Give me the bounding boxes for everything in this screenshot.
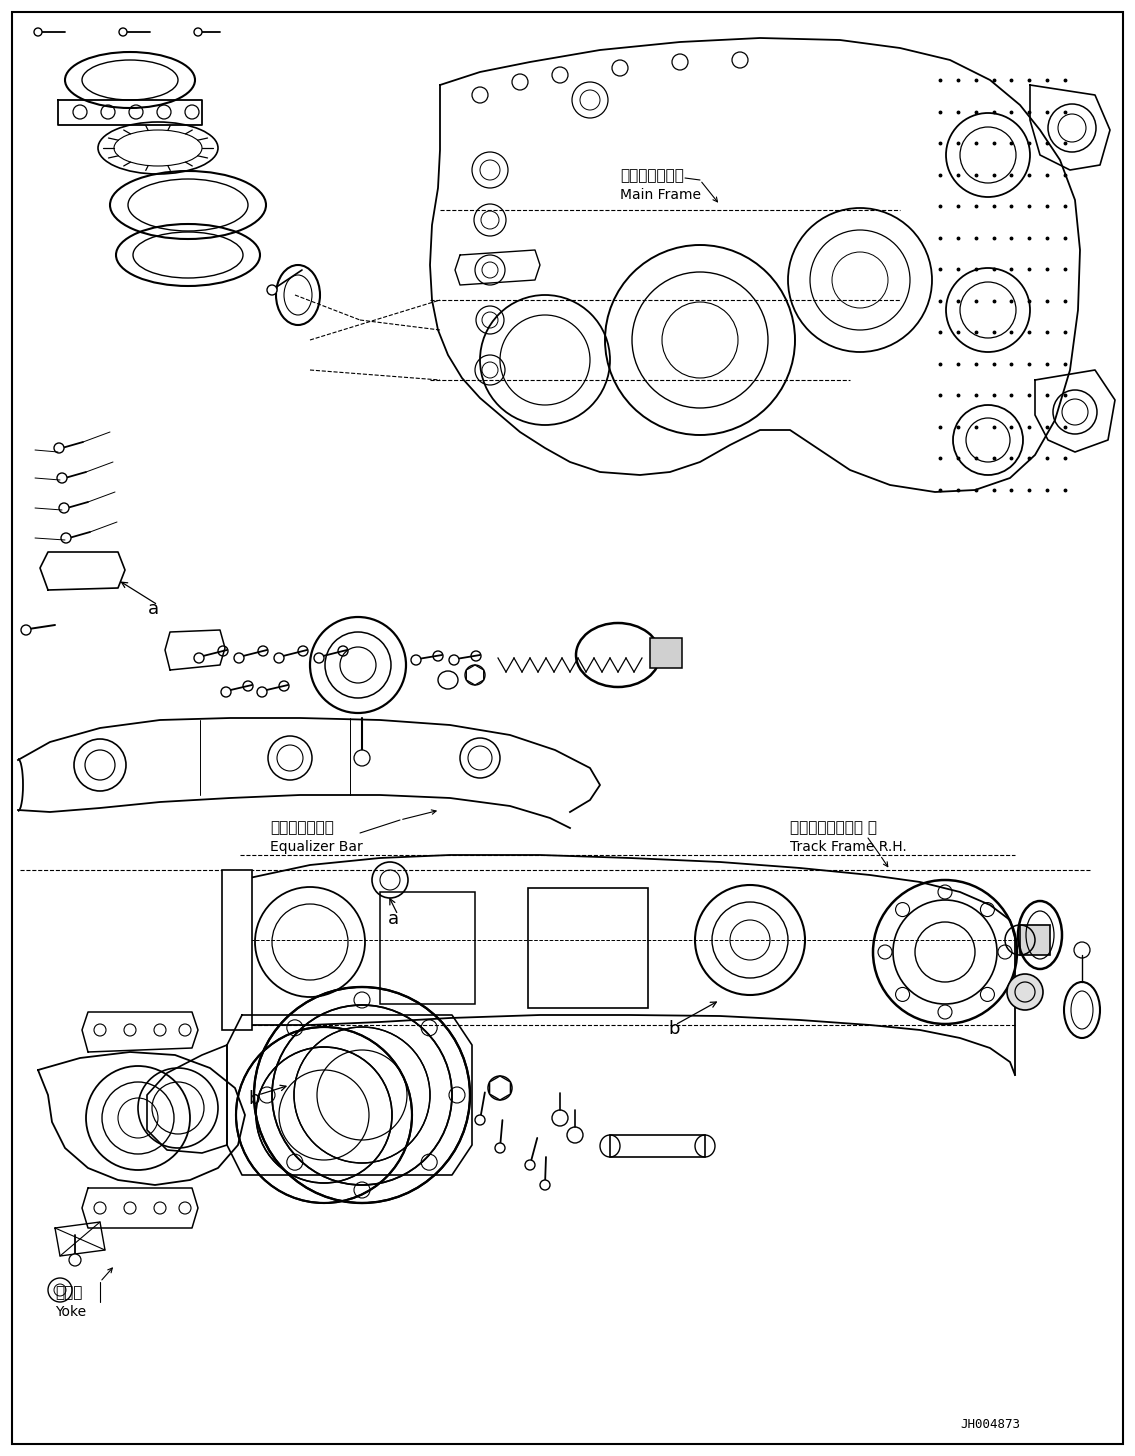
Circle shape: [119, 28, 127, 36]
Polygon shape: [54, 1222, 106, 1257]
Bar: [609, 1136, 705, 1158]
Text: b: b: [669, 1021, 680, 1038]
Circle shape: [57, 473, 67, 483]
Circle shape: [22, 625, 31, 635]
Circle shape: [54, 443, 64, 453]
Circle shape: [194, 28, 202, 36]
Text: Track Frame R.H.: Track Frame R.H.: [790, 840, 907, 855]
Polygon shape: [40, 552, 125, 590]
Circle shape: [1007, 974, 1043, 1010]
Circle shape: [476, 1115, 485, 1125]
Text: メインフレーム: メインフレーム: [620, 167, 684, 183]
Circle shape: [61, 533, 72, 543]
Circle shape: [495, 1143, 505, 1153]
Circle shape: [69, 1254, 81, 1267]
Polygon shape: [82, 1188, 197, 1227]
Bar: [1020, 925, 1050, 955]
Polygon shape: [58, 100, 202, 125]
Bar: [380, 893, 476, 1005]
Text: Equalizer Bar: Equalizer Bar: [270, 840, 363, 855]
Circle shape: [257, 687, 267, 697]
Circle shape: [267, 285, 277, 296]
Bar: [222, 871, 252, 1029]
Polygon shape: [430, 38, 1081, 492]
Circle shape: [234, 652, 244, 662]
Circle shape: [274, 652, 284, 662]
Polygon shape: [1035, 370, 1115, 451]
Circle shape: [59, 502, 69, 513]
Text: Yoke: Yoke: [54, 1305, 86, 1319]
Circle shape: [540, 1179, 550, 1190]
Circle shape: [194, 652, 204, 662]
Bar: [528, 888, 648, 1008]
Text: a: a: [148, 600, 159, 617]
Text: b: b: [249, 1091, 260, 1108]
Polygon shape: [455, 250, 540, 285]
Polygon shape: [82, 1012, 197, 1053]
Polygon shape: [1029, 84, 1110, 170]
Polygon shape: [37, 1053, 245, 1185]
Circle shape: [526, 1160, 535, 1171]
Text: ヨーク: ヨーク: [54, 1286, 83, 1300]
Circle shape: [411, 655, 421, 665]
Circle shape: [314, 652, 323, 662]
Bar: [650, 638, 682, 668]
Circle shape: [221, 687, 232, 697]
Polygon shape: [227, 1015, 472, 1175]
Text: イコライザバー: イコライザバー: [270, 820, 334, 834]
Text: a: a: [388, 910, 400, 927]
Circle shape: [449, 655, 459, 665]
Text: JH004873: JH004873: [960, 1418, 1020, 1431]
Circle shape: [354, 750, 370, 766]
Polygon shape: [148, 1045, 227, 1153]
Circle shape: [34, 28, 42, 36]
Text: Main Frame: Main Frame: [620, 188, 701, 202]
Polygon shape: [165, 630, 225, 670]
Text: トラックフレーム 右: トラックフレーム 右: [790, 820, 877, 834]
